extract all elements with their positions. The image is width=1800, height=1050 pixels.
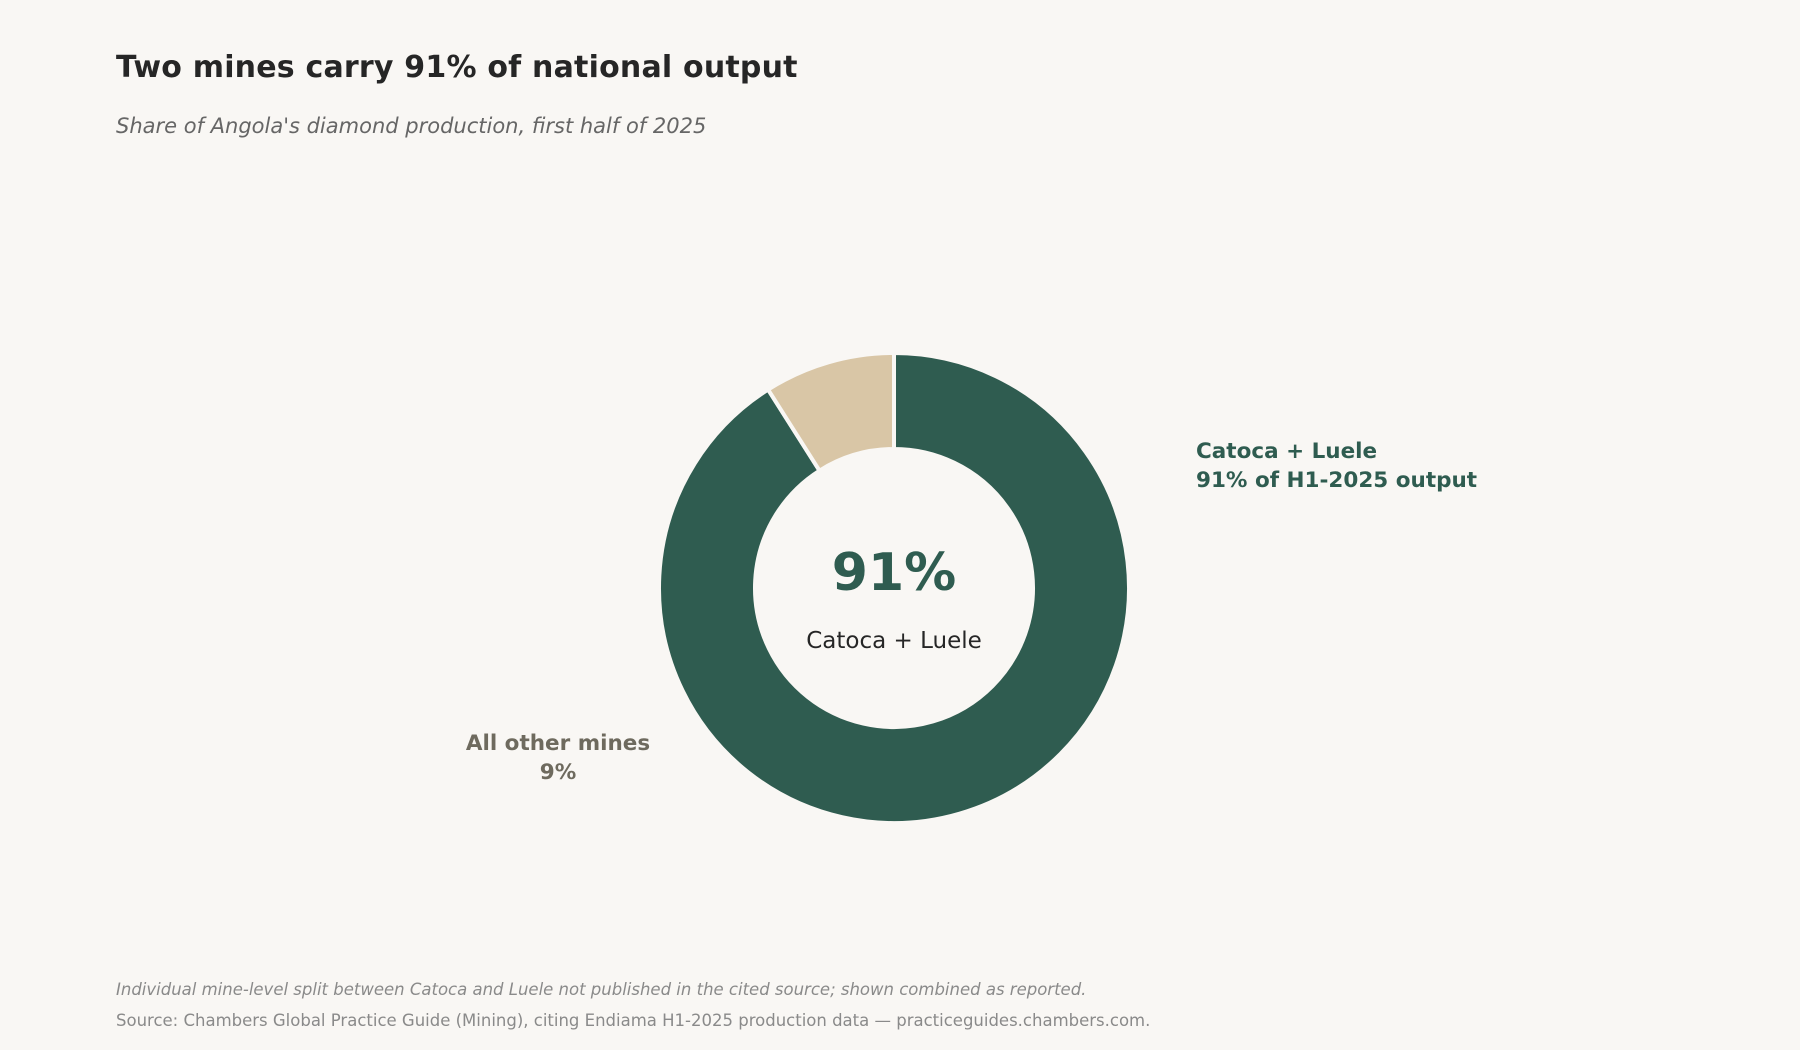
donut-slices bbox=[657, 351, 1131, 825]
chart-subtitle: Share of Angola's diamond production, fi… bbox=[116, 114, 707, 138]
annotation-minor-line1: All other mines bbox=[466, 731, 650, 756]
donut-slice-catoca-luele bbox=[657, 351, 1131, 825]
annotation-minor-line2: 9% bbox=[540, 760, 577, 785]
footnote-note: Individual mine-level split between Cato… bbox=[116, 980, 1087, 999]
donut-slice-other-mines bbox=[766, 351, 896, 473]
center-value-label: 91% bbox=[832, 543, 956, 603]
footnote-source: Source: Chambers Global Practice Guide (… bbox=[116, 1011, 1151, 1030]
chart-title: Two mines carry 91% of national output bbox=[116, 50, 798, 85]
annotation-major-line1: Catoca + Luele bbox=[1196, 439, 1377, 464]
annotation-major-line2: 91% of H1-2025 output bbox=[1196, 468, 1477, 493]
center-caption-label: Catoca + Luele bbox=[806, 628, 982, 654]
